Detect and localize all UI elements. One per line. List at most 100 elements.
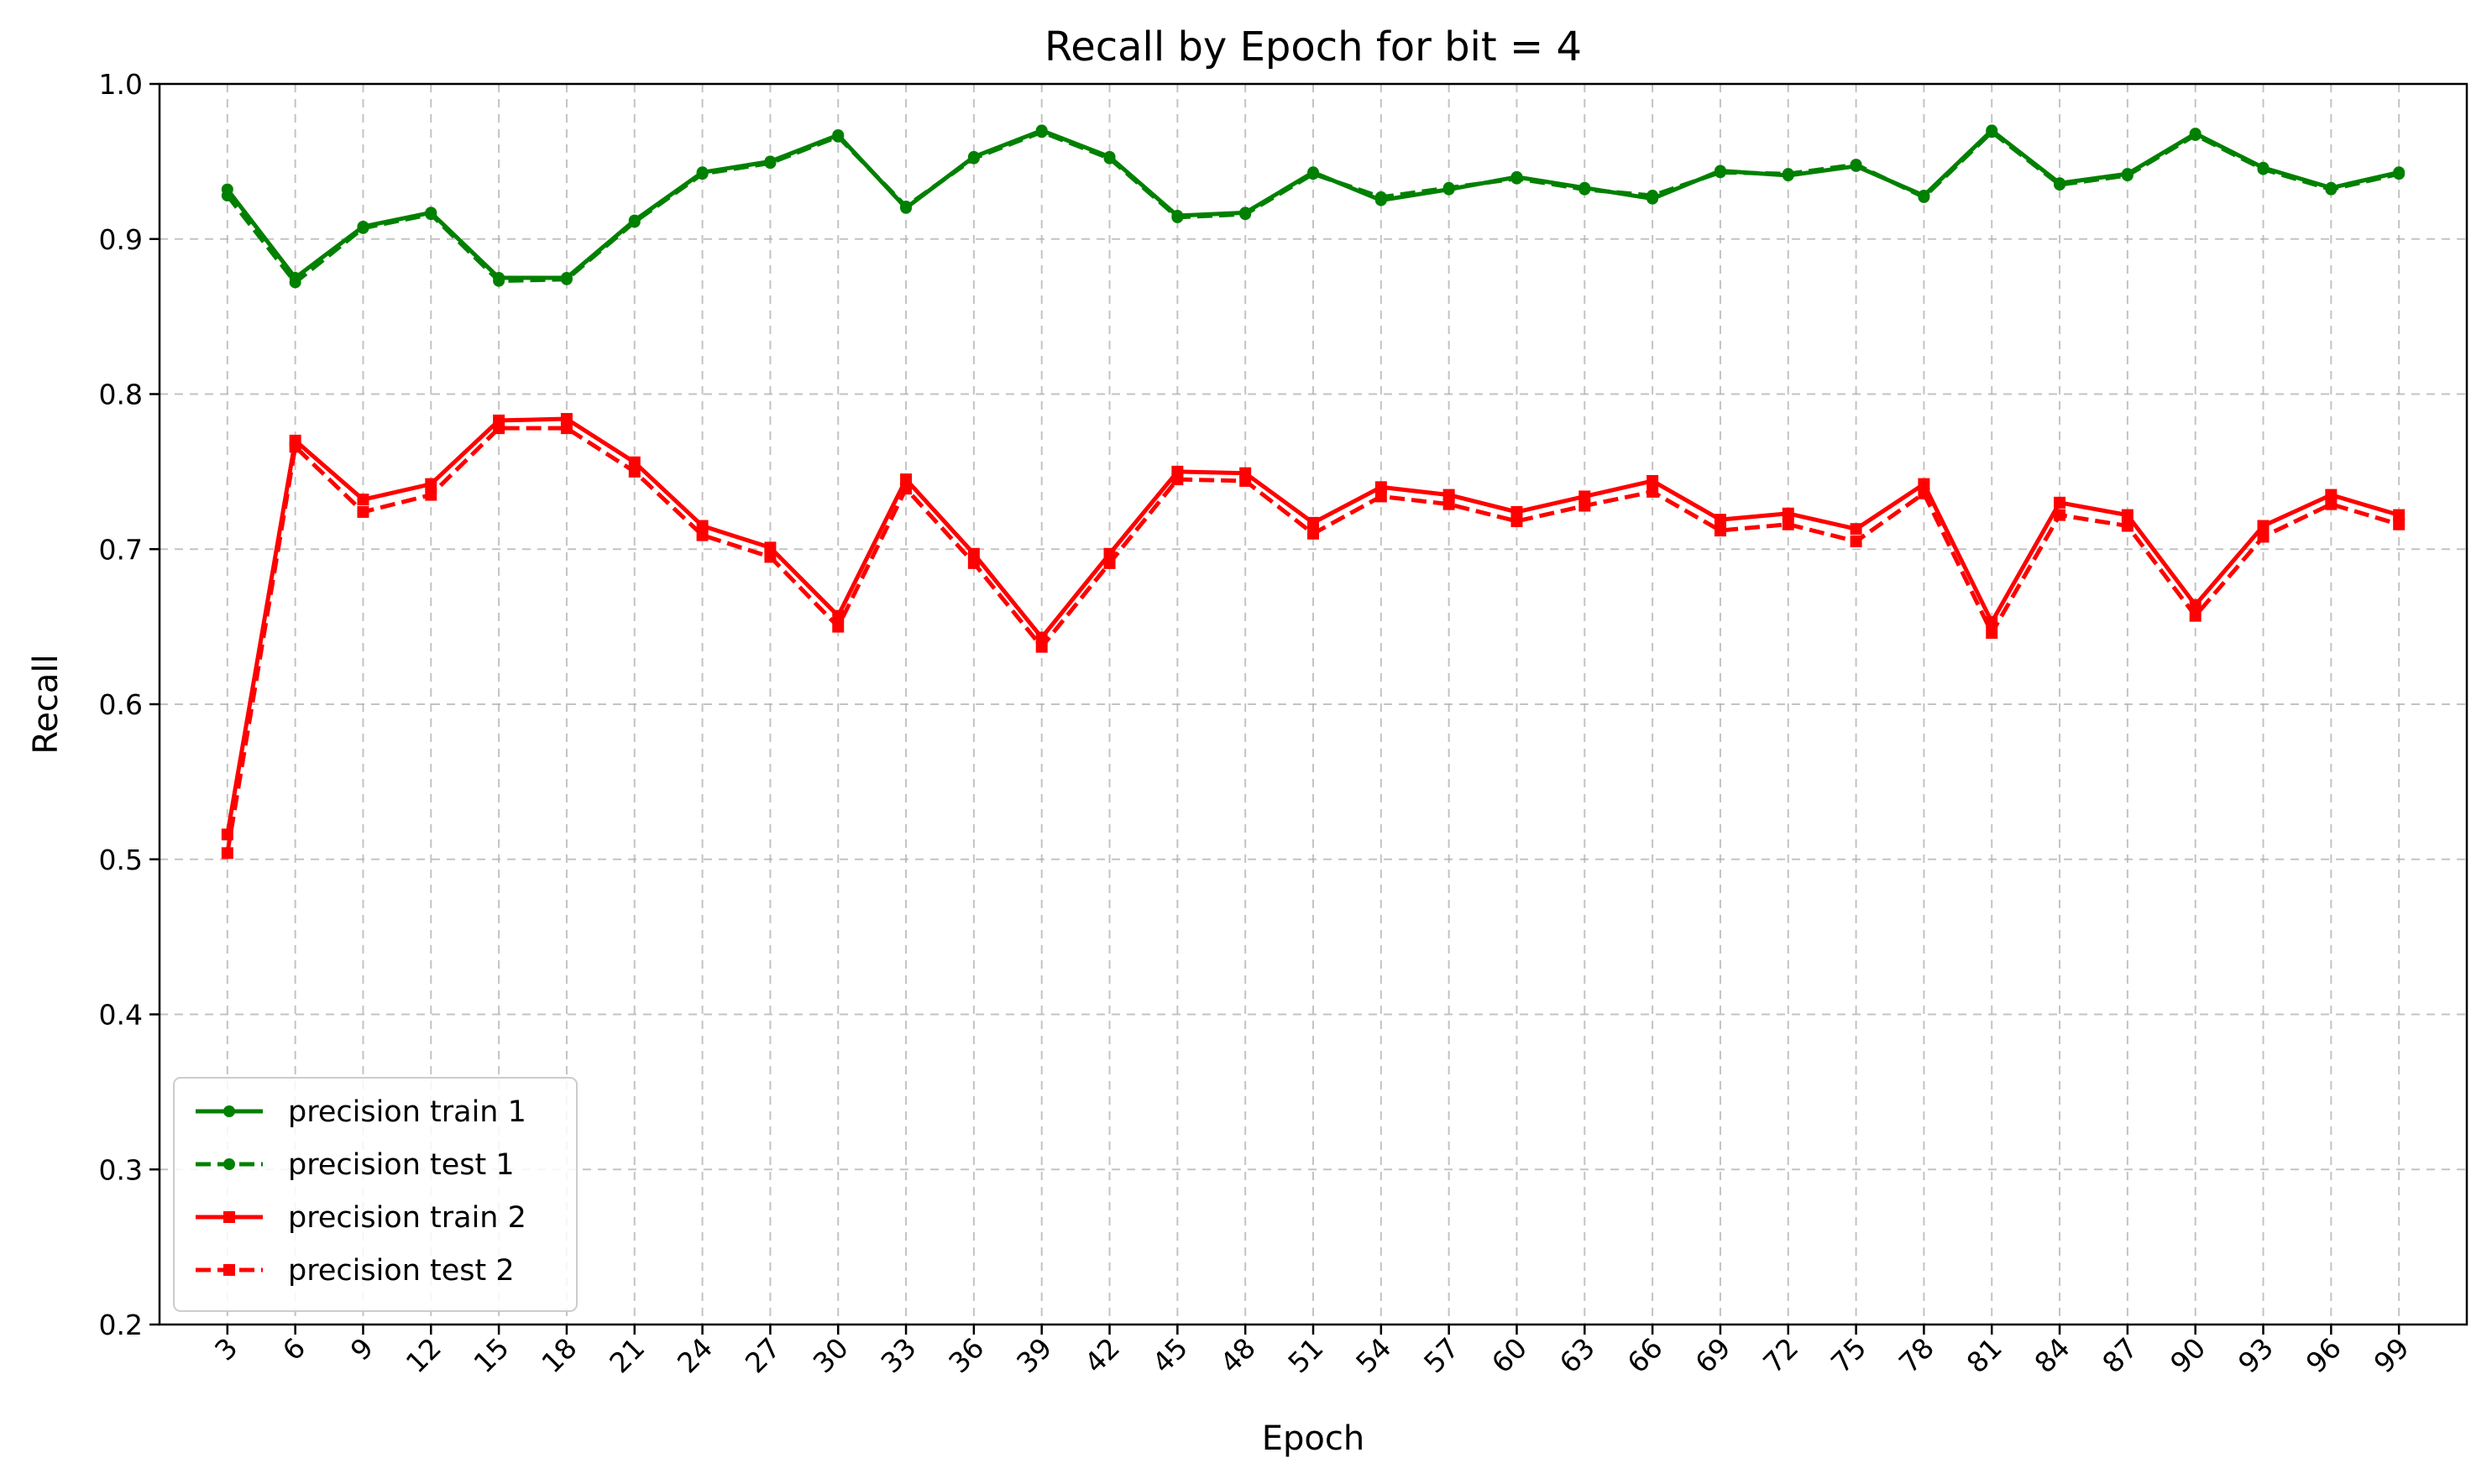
data-point (1171, 473, 1184, 486)
legend-label: precision test 1 (288, 1148, 515, 1182)
legend-item: precision train 1 (196, 1095, 526, 1129)
legend-item: precision test 1 (196, 1148, 515, 1182)
data-point (2393, 518, 2406, 530)
data-point (2189, 598, 2201, 611)
data-point (1103, 152, 1116, 165)
data-point (1510, 515, 1523, 527)
data-point (832, 620, 845, 633)
data-point (357, 222, 369, 234)
data-point (1578, 183, 1591, 196)
legend-box (173, 1077, 578, 1312)
data-point (696, 168, 709, 180)
data-point (2121, 170, 2133, 182)
y-tick-label: 0.5 (99, 844, 143, 876)
data-point (1646, 474, 1659, 487)
data-point (221, 190, 233, 202)
data-point (1307, 168, 1319, 180)
data-point (1918, 487, 1930, 499)
data-point (2189, 128, 2201, 141)
data-point (493, 274, 505, 287)
legend-marker (223, 1264, 235, 1276)
data-point (1782, 507, 1794, 520)
data-point (493, 422, 505, 435)
legend-item: precision test 2 (196, 1254, 515, 1288)
y-axis-label: Recall (27, 654, 65, 754)
y-tick-label: 0.4 (99, 999, 143, 1032)
data-point (2393, 509, 2406, 521)
data-point (1374, 191, 1387, 203)
data-point (1646, 485, 1659, 498)
y-tick-label: 1.0 (99, 68, 143, 101)
data-point (2121, 520, 2133, 532)
y-tick-label: 0.3 (99, 1153, 143, 1186)
data-point (1035, 640, 1048, 653)
data-point (696, 520, 709, 532)
data-point (900, 473, 913, 486)
data-point (2325, 489, 2338, 501)
y-tick-label: 0.6 (99, 688, 143, 721)
data-point (357, 494, 369, 506)
data-point (628, 216, 641, 228)
data-point (2257, 520, 2270, 532)
data-point (1442, 181, 1455, 194)
data-point (1239, 474, 1252, 487)
data-point (967, 556, 980, 569)
legend-label: precision test 2 (288, 1254, 515, 1288)
data-point (1918, 191, 1930, 203)
data-point (1646, 190, 1659, 202)
data-point (2257, 530, 2270, 543)
y-tick-label: 0.8 (99, 379, 143, 411)
data-point (1510, 172, 1523, 185)
data-point (1239, 208, 1252, 221)
data-point (2325, 183, 2338, 196)
data-point (425, 489, 437, 501)
legend-marker (223, 1158, 235, 1170)
data-point (2121, 509, 2133, 521)
data-point (2189, 609, 2201, 622)
data-point (357, 505, 369, 518)
data-point (696, 529, 709, 541)
data-point (1442, 489, 1455, 501)
data-point (628, 465, 641, 478)
data-point (832, 130, 845, 143)
data-point (2054, 496, 2066, 509)
legend: precision train 1 precision test 1 precisi… (173, 1077, 578, 1312)
y-tick-label: 0.2 (99, 1309, 143, 1341)
data-point (1850, 159, 1862, 171)
data-point (1782, 518, 1794, 530)
data-point (560, 413, 573, 426)
data-point (289, 276, 301, 289)
data-point (1510, 505, 1523, 518)
y-tick-label: 0.7 (99, 533, 143, 566)
data-point (1782, 168, 1794, 180)
data-point (425, 208, 437, 221)
legend-label: precision train 2 (288, 1201, 526, 1235)
series-precision-test-2 (221, 422, 2406, 860)
data-point (2257, 163, 2270, 175)
data-point (1035, 126, 1048, 138)
data-point (1578, 499, 1591, 512)
data-point (967, 152, 980, 165)
data-point (764, 551, 777, 563)
data-point (832, 609, 845, 622)
data-point (900, 200, 913, 212)
data-point (764, 157, 777, 170)
data-point (1103, 556, 1116, 569)
legend-marker (223, 1105, 235, 1117)
data-point (221, 828, 233, 841)
data-point (1918, 478, 1930, 490)
data-point (764, 541, 777, 554)
data-point (967, 547, 980, 560)
data-point (1307, 527, 1319, 540)
data-point (1850, 523, 1862, 536)
data-point (1714, 166, 1726, 179)
data-point (289, 441, 301, 453)
data-point (1714, 514, 1726, 526)
data-point (1578, 490, 1591, 503)
data-point (1171, 211, 1184, 223)
y-tick-label: 0.9 (99, 223, 143, 256)
legend-label: precision train 1 (288, 1095, 526, 1129)
data-point (221, 847, 233, 860)
data-point (2325, 498, 2338, 510)
